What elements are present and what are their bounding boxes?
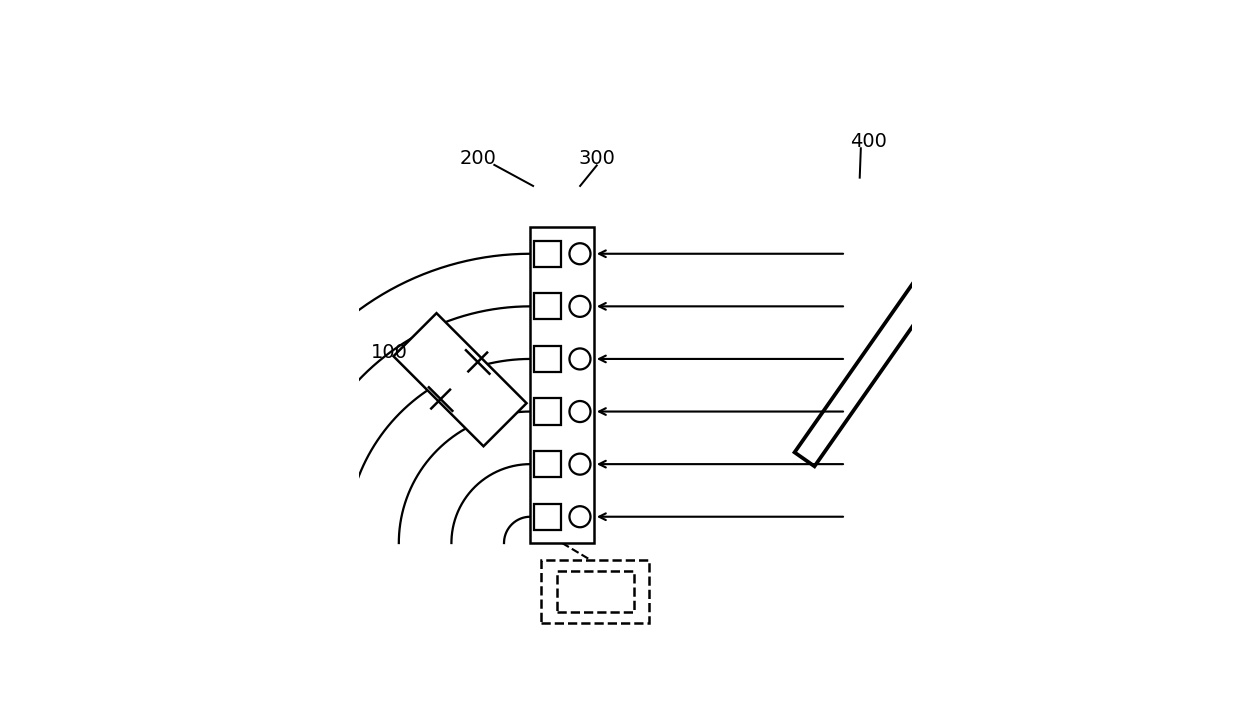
Circle shape [569, 506, 590, 527]
Bar [531, 227, 594, 543]
Bar [534, 346, 560, 372]
Text: 200: 200 [459, 149, 496, 168]
Bar [557, 571, 634, 613]
Circle shape [569, 401, 590, 422]
Polygon shape [393, 313, 527, 446]
Bar [534, 398, 560, 425]
Bar [534, 503, 560, 530]
Bar [534, 293, 560, 319]
Bar [542, 559, 650, 623]
Bar [534, 451, 560, 477]
Polygon shape [795, 271, 941, 467]
Circle shape [569, 296, 590, 317]
Text: 400: 400 [849, 132, 887, 151]
Text: 300: 300 [578, 149, 615, 168]
Text: 100: 100 [371, 342, 408, 362]
Circle shape [569, 349, 590, 370]
Circle shape [569, 243, 590, 265]
Circle shape [569, 454, 590, 475]
Bar [534, 241, 560, 267]
